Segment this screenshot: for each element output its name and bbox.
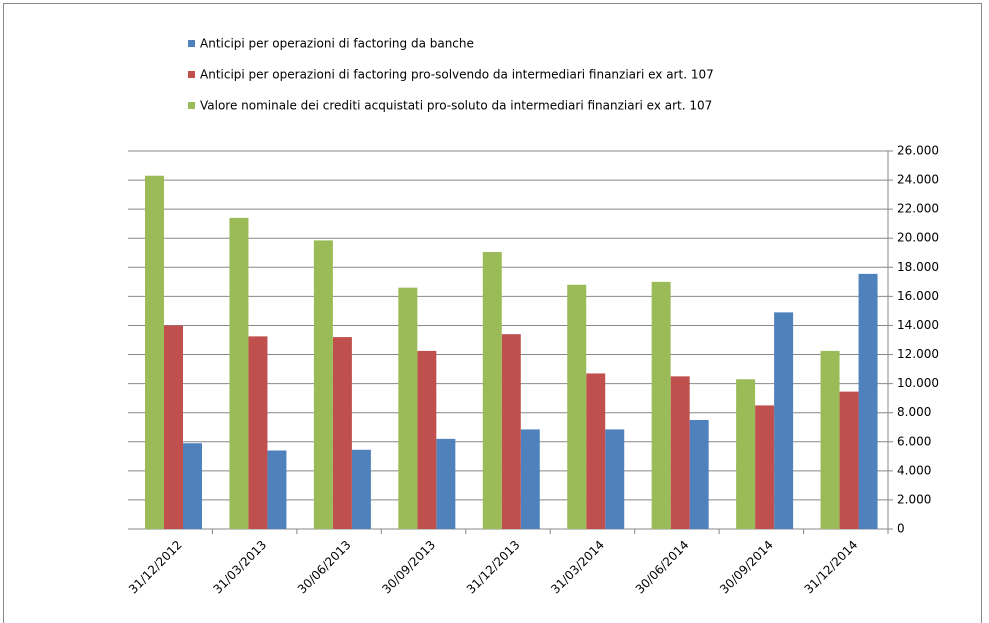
- y-tick-label: 16.000: [897, 289, 939, 303]
- y-tick-label: 22.000: [897, 202, 939, 216]
- bar: [267, 450, 287, 529]
- bar: [398, 287, 418, 529]
- bar: [774, 312, 794, 529]
- y-tick-label: 6.000: [897, 434, 931, 448]
- y-tick-label: 10.000: [897, 376, 939, 390]
- y-tick-label: 18.000: [897, 260, 939, 274]
- y-tick-label: 2.000: [897, 492, 931, 506]
- bar: [313, 240, 333, 529]
- bar: [164, 325, 183, 529]
- bar: [736, 379, 756, 529]
- bar: [501, 334, 521, 529]
- y-tick-label: 20.000: [897, 231, 939, 245]
- y-tick-label: 26.000: [897, 144, 939, 158]
- bar: [755, 405, 775, 529]
- legend-label: Valore nominale dei crediti acquistati p…: [200, 99, 712, 113]
- bar: [482, 252, 502, 530]
- y-tick-label: 14.000: [897, 318, 939, 332]
- bar: [229, 217, 249, 529]
- bar: [520, 429, 540, 529]
- bar: [183, 443, 202, 529]
- y-tick-label: 24.000: [897, 173, 939, 187]
- legend-swatch: [188, 102, 195, 109]
- bar: [689, 419, 709, 529]
- bar: [586, 373, 606, 529]
- bar: [436, 438, 456, 529]
- bar: [417, 350, 437, 529]
- bar: [858, 273, 878, 529]
- bar: [670, 376, 690, 529]
- legend-swatch: [188, 40, 195, 47]
- bar: [605, 429, 625, 529]
- bar: [248, 336, 268, 529]
- legend-swatch: [188, 71, 195, 78]
- bar: [351, 449, 371, 529]
- bar: [820, 350, 840, 529]
- bar: [145, 175, 164, 529]
- bar: [839, 391, 859, 529]
- bar: [567, 284, 587, 529]
- y-tick-label: 12.000: [897, 347, 939, 361]
- y-tick-label: 4.000: [897, 463, 931, 477]
- y-tick-label: 8.000: [897, 405, 931, 419]
- bar: [651, 281, 671, 529]
- legend-label: Anticipi per operazioni di factoring da …: [200, 37, 474, 51]
- legend-label: Anticipi per operazioni di factoring pro…: [200, 68, 714, 82]
- y-tick-label: 0: [897, 522, 905, 536]
- bar: [332, 337, 352, 529]
